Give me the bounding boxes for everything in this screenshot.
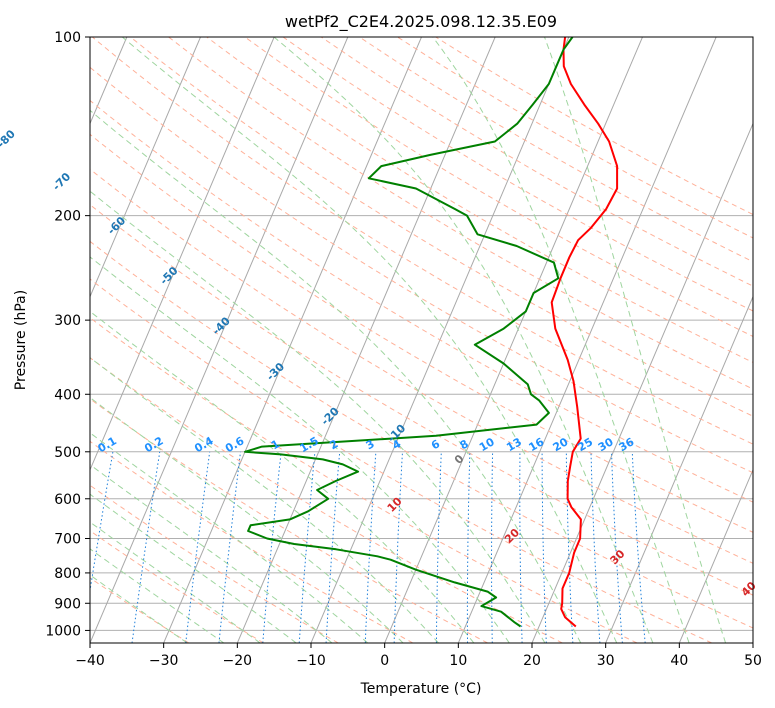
- dry-adiabat: [90, 168, 753, 564]
- moist-adiabat: [90, 256, 510, 643]
- mixing-ratio-line: [631, 451, 646, 643]
- x-tick-label: −30: [149, 653, 179, 669]
- temperature-profile-line: [550, 37, 619, 628]
- y-tick-label: 100: [54, 30, 81, 46]
- x-tick-label: 40: [670, 653, 688, 669]
- y-tick-label: 300: [54, 313, 81, 329]
- background-lines: [90, 37, 753, 643]
- y-tick-label: 800: [54, 566, 81, 582]
- y-tick-label: 500: [54, 445, 81, 461]
- mixing-ratio-line: [325, 451, 341, 643]
- x-axis: −40 −30 −20 −10 0 10 20 30 40 50: [75, 643, 762, 669]
- moist-adiabat: [90, 493, 297, 643]
- x-tick-label: 50: [744, 653, 762, 669]
- x-tick-label: 20: [523, 653, 541, 669]
- dry-adiabat: [90, 440, 414, 643]
- isotherm-gridline: [163, 37, 422, 643]
- isotherm-gridline: [90, 37, 201, 298]
- y-tick-label: 600: [54, 492, 81, 508]
- chart-title: wetPf2_C2E4.2025.098.12.35.E09: [285, 12, 557, 32]
- y-tick-label: 200: [54, 209, 81, 225]
- mixing-ratio-line: [218, 451, 241, 643]
- moist-adiabat: [432, 37, 690, 643]
- dry-adiabat: [90, 484, 339, 643]
- moist-adiabat: [90, 464, 333, 643]
- mixing-ratio-line: [611, 451, 623, 643]
- x-tick-label: 30: [597, 653, 615, 669]
- dry-adiabat: [90, 398, 488, 643]
- y-tick-label: 1000: [45, 623, 81, 639]
- moist-adiabat: [121, 37, 618, 643]
- moist-adiabat: [90, 432, 369, 643]
- moist-adiabat: [544, 37, 727, 643]
- moist-adiabat: [90, 548, 225, 643]
- isotherm-gridline: [90, 37, 349, 643]
- x-tick-label: −10: [296, 653, 326, 669]
- x-tick-label: 0: [380, 653, 389, 669]
- mixing-ratio-line: [262, 451, 282, 643]
- moist-adiabat: [273, 37, 654, 643]
- y-axis-label: Pressure (hPa): [13, 290, 29, 390]
- mixing-ratio-line: [590, 451, 601, 643]
- plot-frame: [89, 36, 754, 644]
- isotherm-gridline: [678, 468, 753, 643]
- dry-adiabat: [90, 66, 753, 474]
- dewpoint-profile-line: [244, 37, 574, 628]
- dry-adiabat: [90, 357, 563, 643]
- dry-adiabat: [206, 37, 753, 363]
- dry-adiabat: [90, 133, 753, 533]
- mixing-ratio-line: [131, 451, 161, 643]
- y-tick-label: 900: [54, 596, 81, 612]
- y-tick-label: 400: [54, 387, 81, 403]
- moist-adiabat: [90, 396, 404, 643]
- x-axis-label: Temperature (°C): [360, 681, 482, 697]
- isotherm-gridline: [384, 37, 643, 643]
- dry-adiabat: [130, 37, 753, 417]
- isotherm-gridline: [605, 295, 753, 643]
- y-axis: 100 200 300 400 500 600 700 800 900 1000: [45, 30, 90, 639]
- y-tick-label: 700: [54, 532, 81, 548]
- mixing-ratio-line: [364, 451, 377, 643]
- moist-adiabat: [90, 310, 475, 643]
- dry-adiabat: [90, 240, 753, 629]
- x-tick-label: 10: [449, 653, 467, 669]
- series-lines: [244, 37, 619, 628]
- dry-adiabat: [282, 37, 753, 312]
- mixing-ratio-line: [298, 451, 316, 643]
- isotherm-gridline: [90, 37, 275, 472]
- moist-adiabat: [90, 521, 261, 643]
- isotherm-gridline: [457, 37, 717, 643]
- dry-adiabat: [90, 204, 753, 596]
- x-tick-label: −40: [75, 653, 105, 669]
- moist-adiabat: [90, 357, 439, 643]
- x-tick-label: −20: [223, 653, 253, 669]
- moist-adiabat: [90, 574, 188, 643]
- mixing-ratio-line: [185, 451, 211, 643]
- isotherm-gridline: [531, 122, 753, 643]
